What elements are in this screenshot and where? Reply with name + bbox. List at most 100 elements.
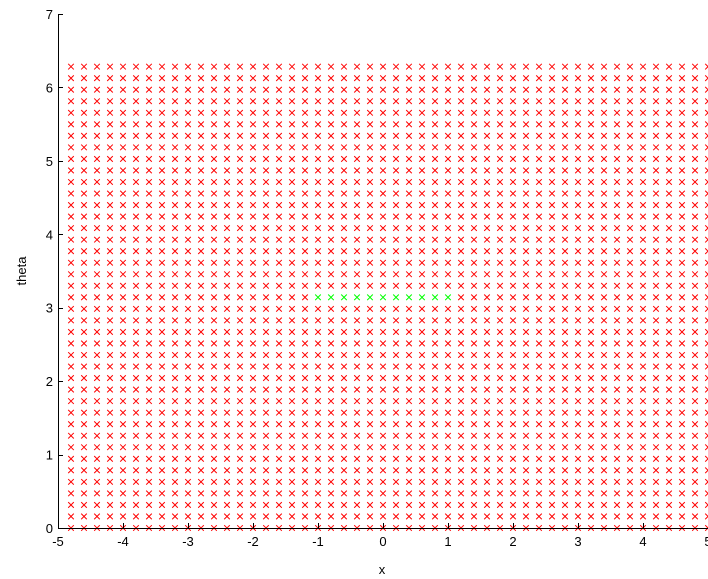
data-point [574, 63, 582, 70]
data-point [197, 75, 205, 82]
data-point [106, 467, 114, 474]
data-point [132, 167, 140, 174]
data-point [236, 455, 244, 462]
data-point [249, 86, 257, 93]
data-point [93, 178, 101, 186]
data-point [522, 363, 530, 370]
data-point [639, 259, 647, 266]
data-point [184, 109, 192, 116]
data-point [379, 144, 387, 151]
data-point [275, 340, 283, 347]
data-point [197, 467, 205, 474]
data-point [483, 409, 491, 416]
data-point [93, 409, 101, 416]
data-point [106, 294, 114, 301]
data-point [210, 190, 218, 197]
data-point [665, 386, 673, 393]
data-point [626, 317, 634, 324]
data-point [639, 340, 647, 347]
data-point [431, 444, 439, 451]
data-point [106, 363, 114, 370]
data-point [353, 513, 361, 520]
data-point [561, 155, 569, 163]
data-point [665, 213, 673, 220]
data-point [288, 236, 296, 243]
data-point [522, 467, 530, 474]
data-point [119, 374, 127, 382]
data-point [418, 109, 426, 116]
data-point [106, 236, 114, 243]
data-point [93, 432, 101, 439]
data-point [210, 478, 218, 486]
data-point [236, 201, 244, 209]
data-point [483, 109, 491, 116]
data-point [704, 432, 708, 439]
data-point [704, 132, 708, 139]
data-point [587, 478, 595, 486]
data-point [327, 490, 335, 497]
data-point [379, 386, 387, 393]
data-point [392, 478, 400, 486]
data-point [249, 282, 257, 289]
data-point [106, 386, 114, 393]
data-point [353, 109, 361, 116]
data-point [301, 305, 309, 313]
data-point [574, 305, 582, 313]
data-point [470, 317, 478, 324]
data-point [444, 455, 452, 462]
data-point [236, 98, 244, 105]
data-point [184, 305, 192, 313]
data-point [418, 190, 426, 197]
data-point [535, 178, 543, 186]
data-point [457, 305, 465, 313]
data-point [184, 421, 192, 428]
data-point [444, 432, 452, 439]
data-point [366, 236, 374, 243]
data-point [587, 305, 595, 313]
data-point [288, 190, 296, 197]
data-point [288, 397, 296, 405]
data-point [678, 75, 686, 82]
data-point [184, 363, 192, 370]
data-point [561, 224, 569, 232]
data-point [587, 75, 595, 82]
data-point [678, 282, 686, 289]
data-point [223, 478, 231, 486]
data-point [119, 155, 127, 163]
data-point [275, 271, 283, 278]
data-point [119, 259, 127, 266]
data-point [470, 421, 478, 428]
data-point [340, 467, 348, 474]
data-point [613, 144, 621, 151]
data-point [327, 282, 335, 289]
data-point [145, 478, 153, 486]
data-point [275, 248, 283, 255]
data-point [457, 478, 465, 486]
data-point [418, 501, 426, 509]
data-point [600, 190, 608, 197]
data-point [470, 351, 478, 359]
data-point [652, 190, 660, 197]
data-point [535, 121, 543, 128]
data-point [704, 317, 708, 324]
data-point [145, 190, 153, 197]
data-point [691, 155, 699, 163]
data-point [379, 271, 387, 278]
data-point [210, 340, 218, 347]
data-point [327, 167, 335, 174]
data-point [483, 478, 491, 486]
data-point [236, 490, 244, 497]
data-point [223, 236, 231, 243]
data-point [197, 109, 205, 116]
data-point [366, 75, 374, 82]
data-point [171, 363, 179, 370]
data-point [171, 63, 179, 70]
data-point [665, 490, 673, 497]
data-point [470, 397, 478, 405]
data-point [80, 340, 88, 347]
data-point [249, 132, 257, 139]
data-point [392, 167, 400, 174]
data-point [405, 421, 413, 428]
data-point [561, 109, 569, 116]
data-point [262, 478, 270, 486]
